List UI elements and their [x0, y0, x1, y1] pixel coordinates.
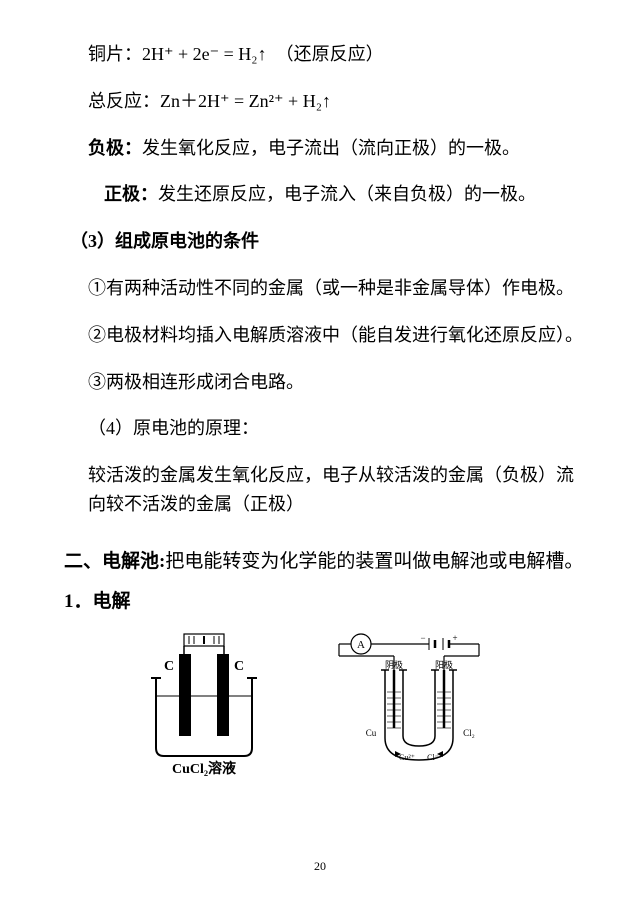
line-copper: 铜片：2H⁺ + 2e⁻ = H₂↑ （还原反应）	[64, 40, 584, 69]
heading-principle: （4）原电池的原理：	[64, 414, 584, 443]
ions-left: Cu²⁺	[399, 753, 415, 762]
negative-label: 负极：	[88, 138, 142, 158]
heading-conditions: （3）组成原电池的条件	[64, 227, 584, 256]
anode-label: 阳极	[435, 659, 453, 670]
electrode-right-label: C	[234, 659, 244, 674]
battery-minus: −	[420, 633, 425, 643]
diagram-beaker: C C CuCl₂溶液	[129, 628, 279, 778]
principle-text: 较活泼的金属发生氧化反应，电子从较活泼的金属（负极）流向较不活泼的金属（正极）	[64, 461, 584, 519]
section-desc: 把电能转变为化学能的装置叫做电解池或电解槽。	[165, 551, 583, 572]
meter-label: A	[357, 639, 365, 651]
battery-plus: +	[452, 633, 457, 643]
section-electrolysis: 二、电解池:把电能转变为化学能的装置叫做电解池或电解槽。	[64, 547, 584, 577]
positive-text: 发生还原反应，电子流入（来自负极）的一极。	[158, 184, 536, 204]
condition-2: ②电极材料均插入电解质溶液中（能自发进行氧化还原反应）。	[64, 321, 584, 350]
diagram-utube: A − + 阴极 阳极	[319, 628, 519, 778]
diagram-row: C C CuCl₂溶液 A − +	[64, 628, 584, 778]
electrode-left-label: C	[164, 659, 174, 674]
right-product: Cl₂	[463, 728, 475, 738]
cathode-label: 阴极	[385, 659, 403, 670]
sub-heading-electrolysis: 1．电解	[64, 587, 584, 617]
condition-3: ③两极相连形成闭合电路。	[64, 368, 584, 397]
page-number: 20	[0, 857, 640, 876]
condition-1: ①有两种活动性不同的金属（或一种是非金属导体）作电极。	[64, 274, 584, 303]
ions-right: Cl⁻	[427, 753, 439, 762]
positive-label: 正极：	[104, 184, 158, 204]
line-negative-electrode: 负极：发生氧化反应，电子流出（流向正极）的一极。	[64, 134, 584, 163]
line-total-reaction: 总反应：Zn＋2H⁺ = Zn²⁺ + H₂↑	[64, 87, 584, 116]
line-positive-electrode: 正极：发生还原反应，电子流入（来自负极）的一极。	[64, 180, 584, 209]
solution-label: CuCl₂溶液	[172, 760, 237, 777]
section-title: 二、电解池:	[64, 551, 165, 572]
left-product: Cu	[366, 728, 377, 738]
negative-text: 发生氧化反应，电子流出（流向正极）的一极。	[142, 138, 520, 158]
